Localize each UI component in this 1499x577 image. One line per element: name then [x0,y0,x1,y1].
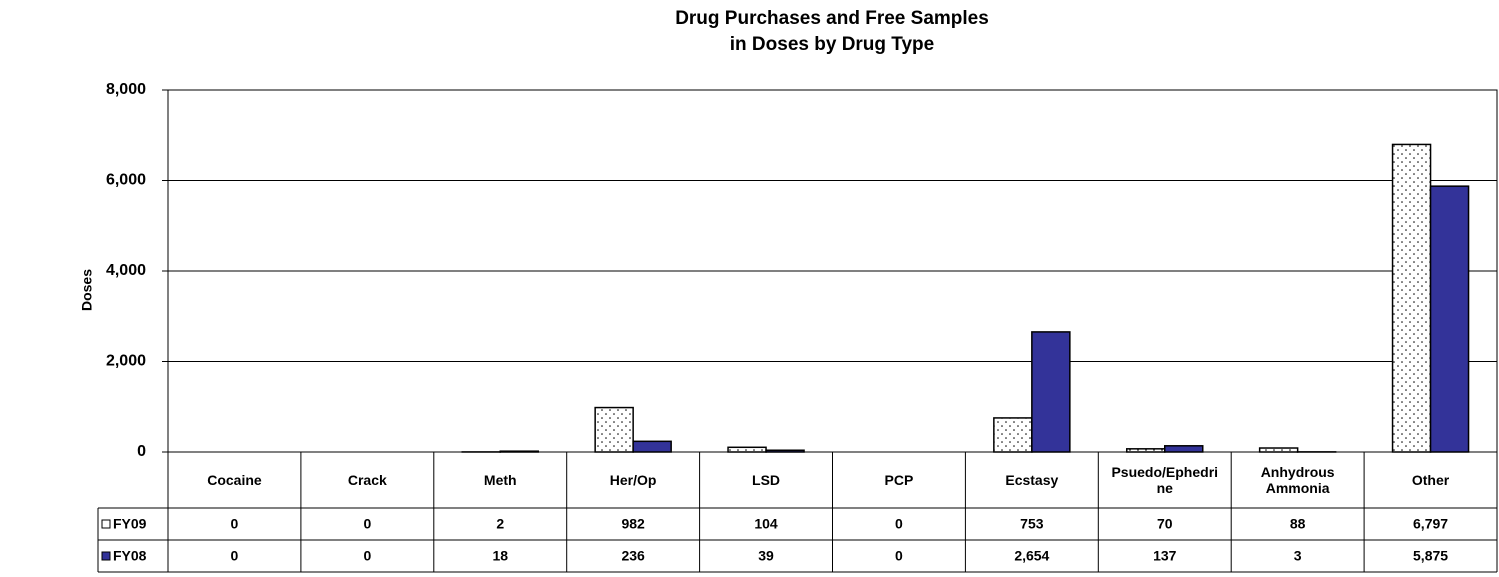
category-label: Cocaine [207,472,262,488]
bar [1031,331,1071,453]
legend-key [101,519,111,529]
y-axis-label: Doses [79,269,95,311]
chart-title: in Doses by Drug Type [730,34,934,55]
category-label: Psuedo/Ephedrine [1111,464,1219,496]
bar [993,417,1033,453]
table-value: 6,797 [1413,516,1448,532]
category-label: PCP [884,472,914,488]
table-value: 70 [1157,516,1173,532]
table-value: 18 [492,548,508,564]
bar [499,450,539,453]
bar [1429,185,1470,453]
legend-label: FY08 [113,548,147,564]
bar [765,449,805,453]
table-value: 0 [231,548,239,564]
table-value: 0 [231,516,239,532]
category-label: Anhydrous Ammonia [1260,464,1335,496]
bar [1391,143,1432,453]
category-label: Meth [483,472,517,488]
table-value: 236 [621,548,645,564]
y-tick-label: 4,000 [106,262,146,279]
table-value: 753 [1020,516,1044,532]
y-tick-label: 6,000 [106,172,146,189]
table-value: 982 [621,516,645,532]
chart-title: Drug Purchases and Free Samples [675,8,989,29]
table-value: 2,654 [1014,548,1049,564]
category-label: Crack [347,472,387,488]
table-value: 88 [1290,516,1306,532]
category-label: LSD [752,472,781,488]
table-value: 0 [895,516,903,532]
table-value: 0 [363,548,371,564]
category-label: Ecstasy [1005,472,1059,488]
table-value: 5,875 [1413,548,1448,564]
table-value: 137 [1153,548,1177,564]
category-label: Her/Op [609,472,657,488]
y-tick-label: 0 [137,443,146,460]
table-value: 104 [754,516,778,532]
bar [632,440,672,453]
table-value: 0 [895,548,903,564]
legend-label: FY09 [113,516,147,532]
y-tick-label: 2,000 [106,353,146,370]
table-value: 39 [758,548,774,564]
table-value: 0 [363,516,371,532]
bar [1258,447,1299,453]
table-value: 2 [496,516,504,532]
table-value: 3 [1294,548,1302,564]
y-tick-label: 8,000 [106,81,146,98]
legend-key [101,551,111,561]
category-label: Other [1411,472,1450,488]
bar [1164,445,1204,453]
bar [594,406,634,453]
